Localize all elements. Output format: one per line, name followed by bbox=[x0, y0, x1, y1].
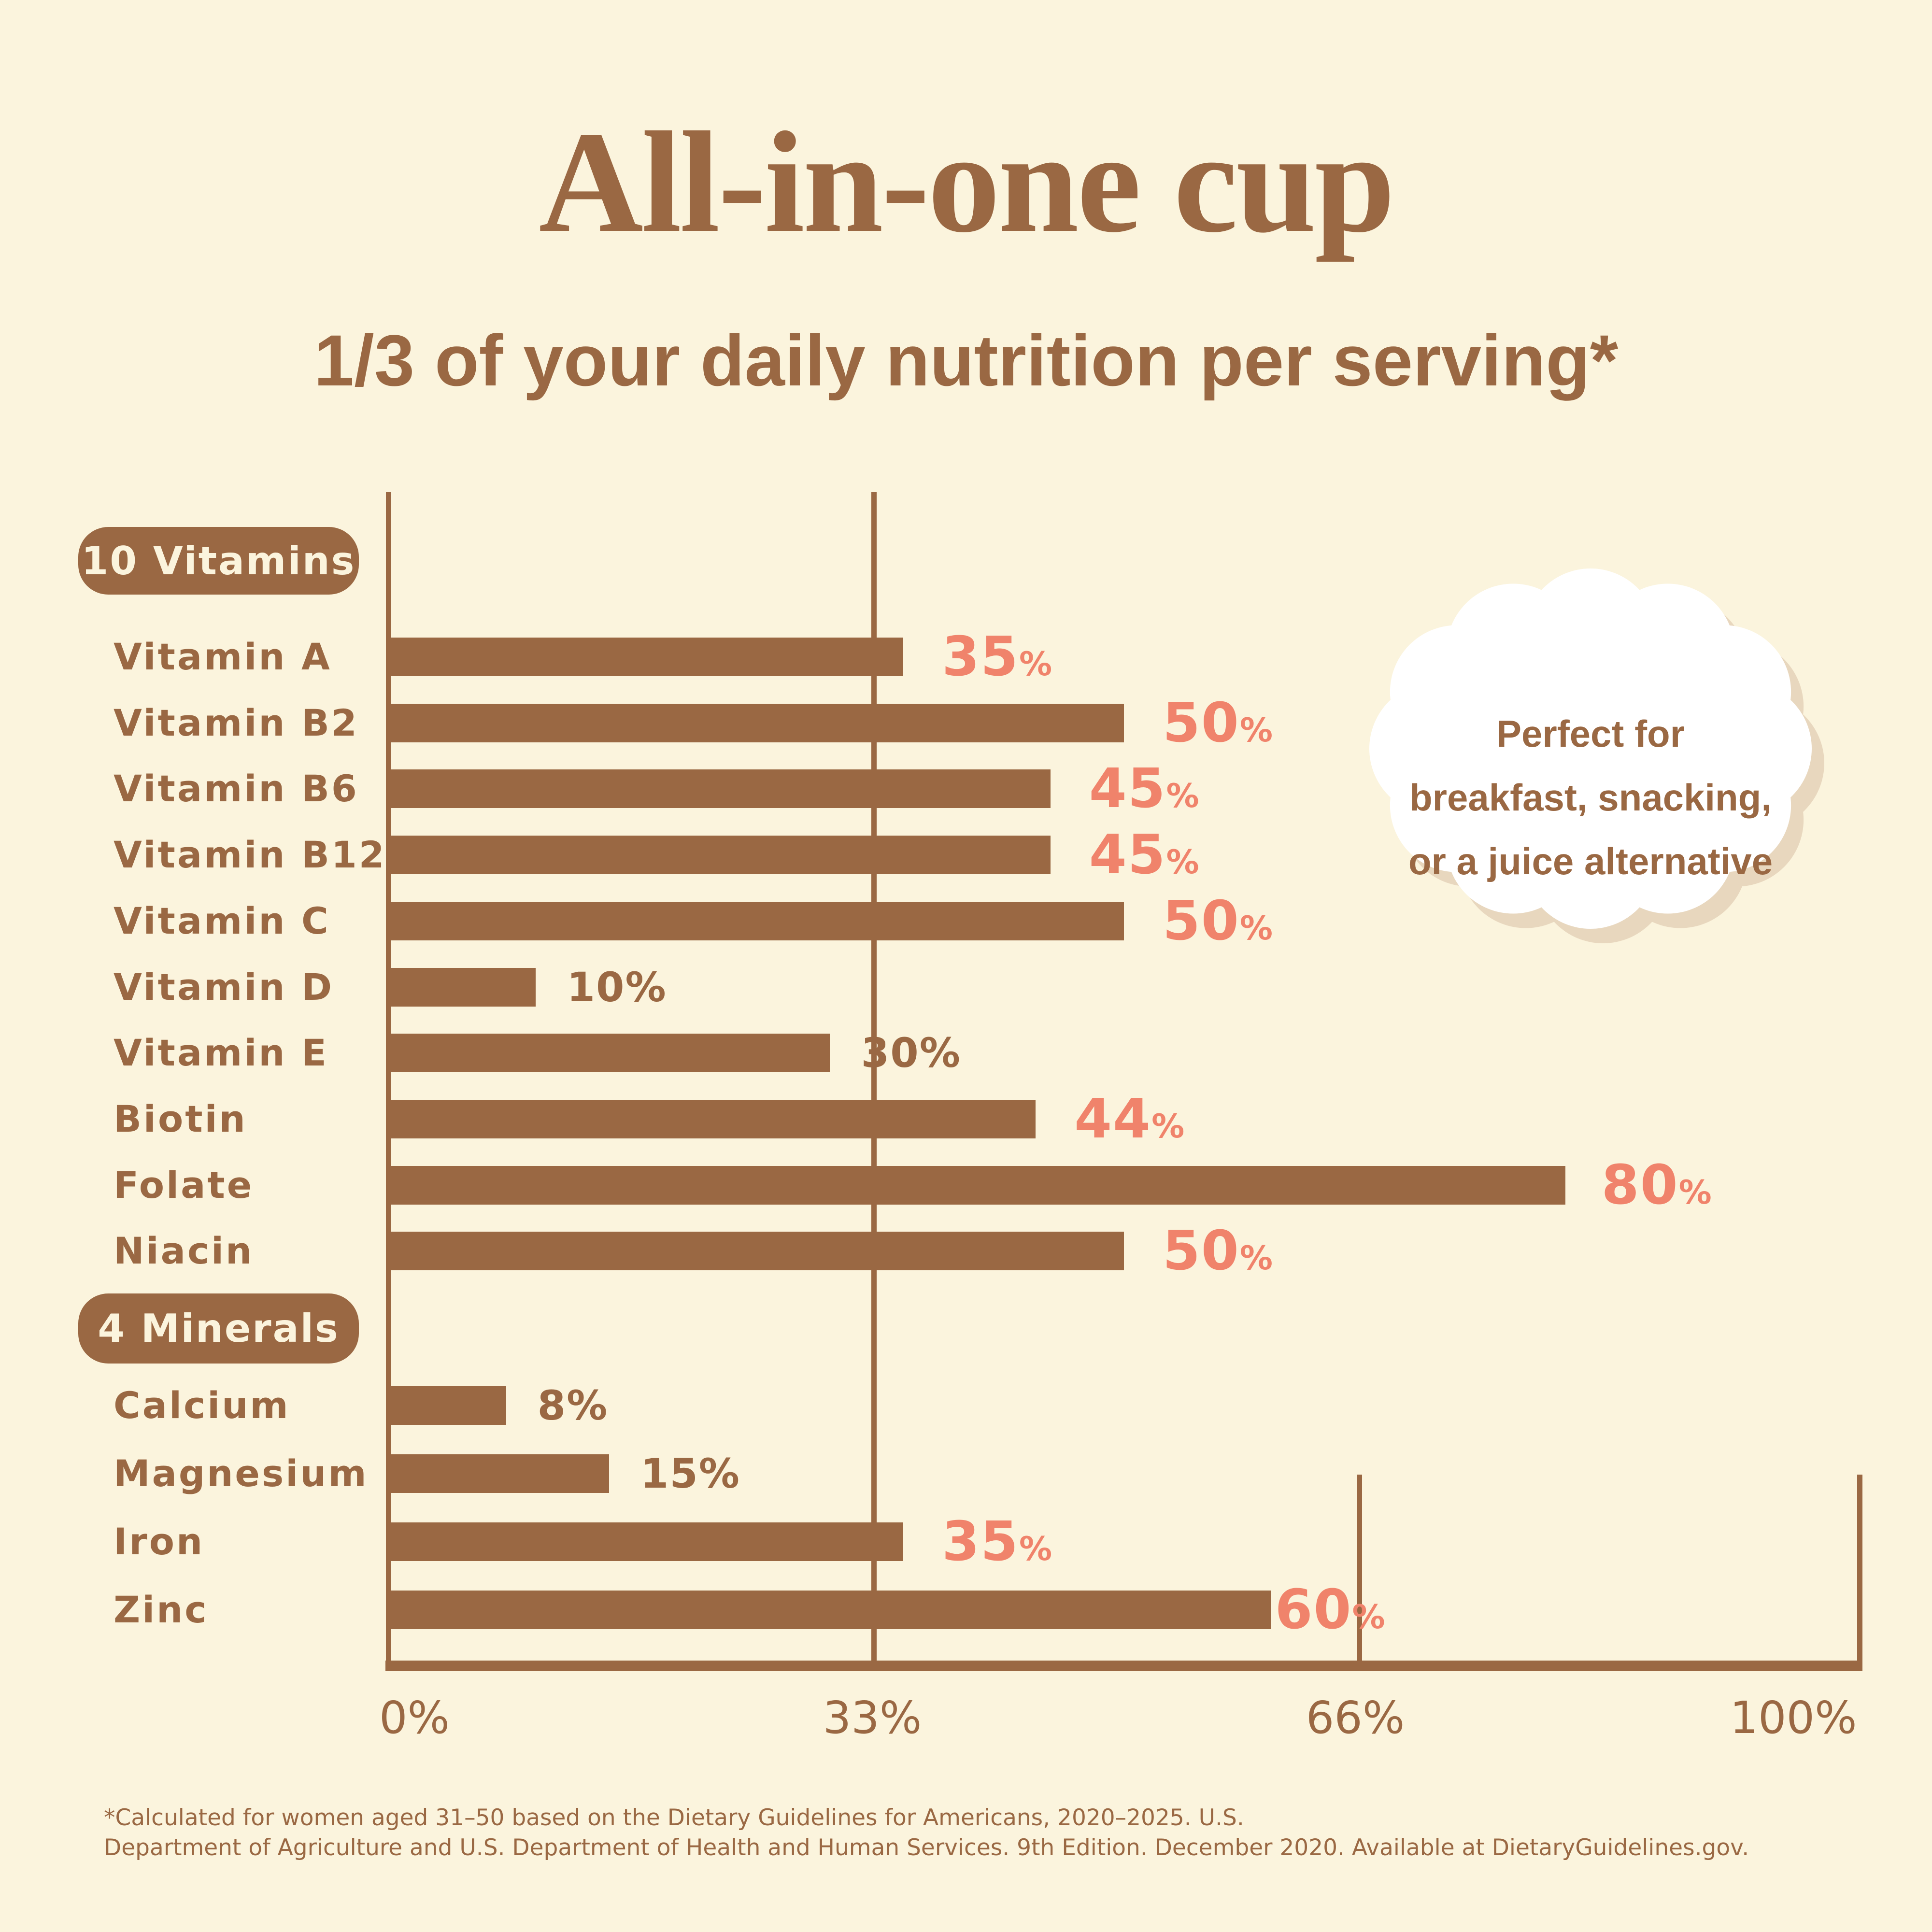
value-percent-sign: % bbox=[919, 1029, 961, 1077]
value-label-calcium: 8% bbox=[538, 1377, 609, 1435]
row-label-zinc: Zinc bbox=[114, 1588, 209, 1631]
value-number: 35 bbox=[942, 1510, 1019, 1573]
value-percent-sign: % bbox=[625, 963, 667, 1011]
bar-vitamin-d bbox=[386, 967, 536, 1007]
value-label-vitamin-b2: 50% bbox=[1163, 687, 1273, 759]
row-label-vitamin-d: Vitamin D bbox=[114, 965, 334, 1009]
value-percent-sign: % bbox=[1151, 1107, 1185, 1146]
gridline-100pct bbox=[1857, 1475, 1862, 1661]
value-percent-sign: % bbox=[698, 1450, 740, 1497]
gridline-66pct bbox=[1356, 1475, 1362, 1661]
value-label-vitamin-e: 30% bbox=[861, 1024, 961, 1082]
bar-biotin bbox=[386, 1099, 1036, 1138]
bar-vitamin-c bbox=[386, 901, 1124, 940]
value-percent-sign: % bbox=[1019, 645, 1052, 683]
callout-line: or a juice alternative bbox=[1408, 840, 1773, 882]
bar-folate bbox=[386, 1165, 1565, 1205]
row-label-vitamin-a: Vitamin A bbox=[114, 635, 332, 678]
value-label-zinc: 60% bbox=[1275, 1574, 1385, 1646]
x-tick-label-1: 33% bbox=[823, 1692, 922, 1744]
bar-calcium bbox=[386, 1386, 506, 1425]
gridline-33pct bbox=[871, 492, 877, 1661]
row-label-niacin: Niacin bbox=[114, 1229, 254, 1273]
bar-vitamin-b12 bbox=[386, 836, 1051, 875]
bar-niacin bbox=[386, 1232, 1124, 1271]
value-percent-sign: % bbox=[1678, 1173, 1712, 1212]
value-number: 45 bbox=[1089, 757, 1166, 821]
value-percent-sign: % bbox=[1239, 909, 1273, 948]
value-label-vitamin-d: 10% bbox=[567, 958, 667, 1016]
callout-line: breakfast, snacking, bbox=[1409, 776, 1772, 819]
cloud-shape-graphic bbox=[1369, 568, 1824, 943]
value-percent-sign: % bbox=[1166, 777, 1199, 816]
x-axis-line bbox=[385, 1661, 1862, 1671]
x-tick-label-0: 0% bbox=[379, 1692, 450, 1744]
value-number: 80 bbox=[1601, 1153, 1679, 1217]
value-number: 8 bbox=[537, 1382, 567, 1429]
value-label-folate: 80% bbox=[1602, 1149, 1712, 1222]
row-label-folate: Folate bbox=[114, 1163, 254, 1207]
group-pill-label: 4 Minerals bbox=[98, 1306, 340, 1351]
callout-text: Perfect for breakfast, snacking, or a ju… bbox=[1371, 702, 1810, 893]
row-label-magnesium: Magnesium bbox=[114, 1452, 369, 1495]
value-percent-sign: % bbox=[1352, 1598, 1385, 1636]
gridline-0pct bbox=[385, 492, 391, 1661]
bar-vitamin-b6 bbox=[386, 769, 1051, 809]
callout-cloud: Perfect for breakfast, snacking, or a ju… bbox=[1351, 563, 1830, 949]
value-percent-sign: % bbox=[1019, 1530, 1052, 1568]
value-number: 35 bbox=[942, 625, 1019, 688]
row-label-vitamin-c: Vitamin C bbox=[114, 899, 330, 942]
value-label-vitamin-c: 50% bbox=[1163, 885, 1273, 957]
callout-line: Perfect for bbox=[1496, 712, 1685, 755]
row-label-calcium: Calcium bbox=[114, 1384, 290, 1427]
row-label-iron: Iron bbox=[114, 1520, 205, 1563]
group-pill-10-vitamins: 10 Vitamins bbox=[78, 527, 359, 595]
group-pill-4-minerals: 4 Minerals bbox=[78, 1293, 359, 1364]
value-label-magnesium: 15% bbox=[640, 1445, 740, 1503]
value-percent-sign: % bbox=[567, 1382, 609, 1429]
footnote-line: *Calculated for women aged 31–50 based o… bbox=[104, 1804, 1244, 1831]
footnote: *Calculated for women aged 31–50 based o… bbox=[104, 1803, 1901, 1863]
bar-vitamin-e bbox=[386, 1034, 830, 1073]
footnote-line: Department of Agriculture and U.S. Depar… bbox=[104, 1834, 1749, 1861]
bar-iron bbox=[386, 1522, 904, 1561]
group-pill-label: 10 Vitamins bbox=[81, 538, 356, 583]
value-percent-sign: % bbox=[1166, 843, 1199, 882]
value-number: 10 bbox=[567, 963, 625, 1011]
row-label-vitamin-b12: Vitamin B12 bbox=[114, 833, 386, 877]
value-number: 45 bbox=[1089, 824, 1166, 887]
row-label-vitamin-b2: Vitamin B2 bbox=[114, 701, 359, 744]
value-label-niacin: 50% bbox=[1163, 1215, 1273, 1287]
row-label-vitamin-e: Vitamin E bbox=[114, 1031, 328, 1075]
value-percent-sign: % bbox=[1239, 1239, 1273, 1278]
bar-vitamin-b2 bbox=[386, 703, 1124, 742]
value-label-biotin: 44% bbox=[1074, 1083, 1184, 1155]
value-number: 50 bbox=[1163, 889, 1240, 952]
value-number: 50 bbox=[1163, 691, 1240, 754]
x-tick-label-2: 66% bbox=[1306, 1692, 1405, 1744]
value-label-iron: 35% bbox=[942, 1506, 1052, 1578]
value-percent-sign: % bbox=[1239, 711, 1273, 750]
value-number: 15 bbox=[640, 1450, 699, 1497]
value-number: 44 bbox=[1074, 1087, 1152, 1151]
bar-zinc bbox=[386, 1591, 1271, 1629]
value-number: 60 bbox=[1275, 1578, 1352, 1641]
page-title: All-in-one cup bbox=[539, 102, 1395, 262]
row-label-vitamin-b6: Vitamin B6 bbox=[114, 767, 359, 810]
row-label-biotin: Biotin bbox=[114, 1097, 247, 1140]
value-number: 30 bbox=[861, 1029, 920, 1077]
value-label-vitamin-a: 35% bbox=[942, 621, 1052, 693]
page-subtitle: 1/3 of your daily nutrition per serving* bbox=[313, 320, 1619, 401]
bar-vitamin-a bbox=[386, 638, 904, 676]
value-label-vitamin-b12: 45% bbox=[1089, 819, 1199, 891]
value-number: 50 bbox=[1163, 1220, 1240, 1283]
x-tick-label-3: 100% bbox=[1730, 1692, 1857, 1744]
value-label-vitamin-b6: 45% bbox=[1089, 753, 1199, 825]
bar-magnesium bbox=[386, 1454, 609, 1493]
